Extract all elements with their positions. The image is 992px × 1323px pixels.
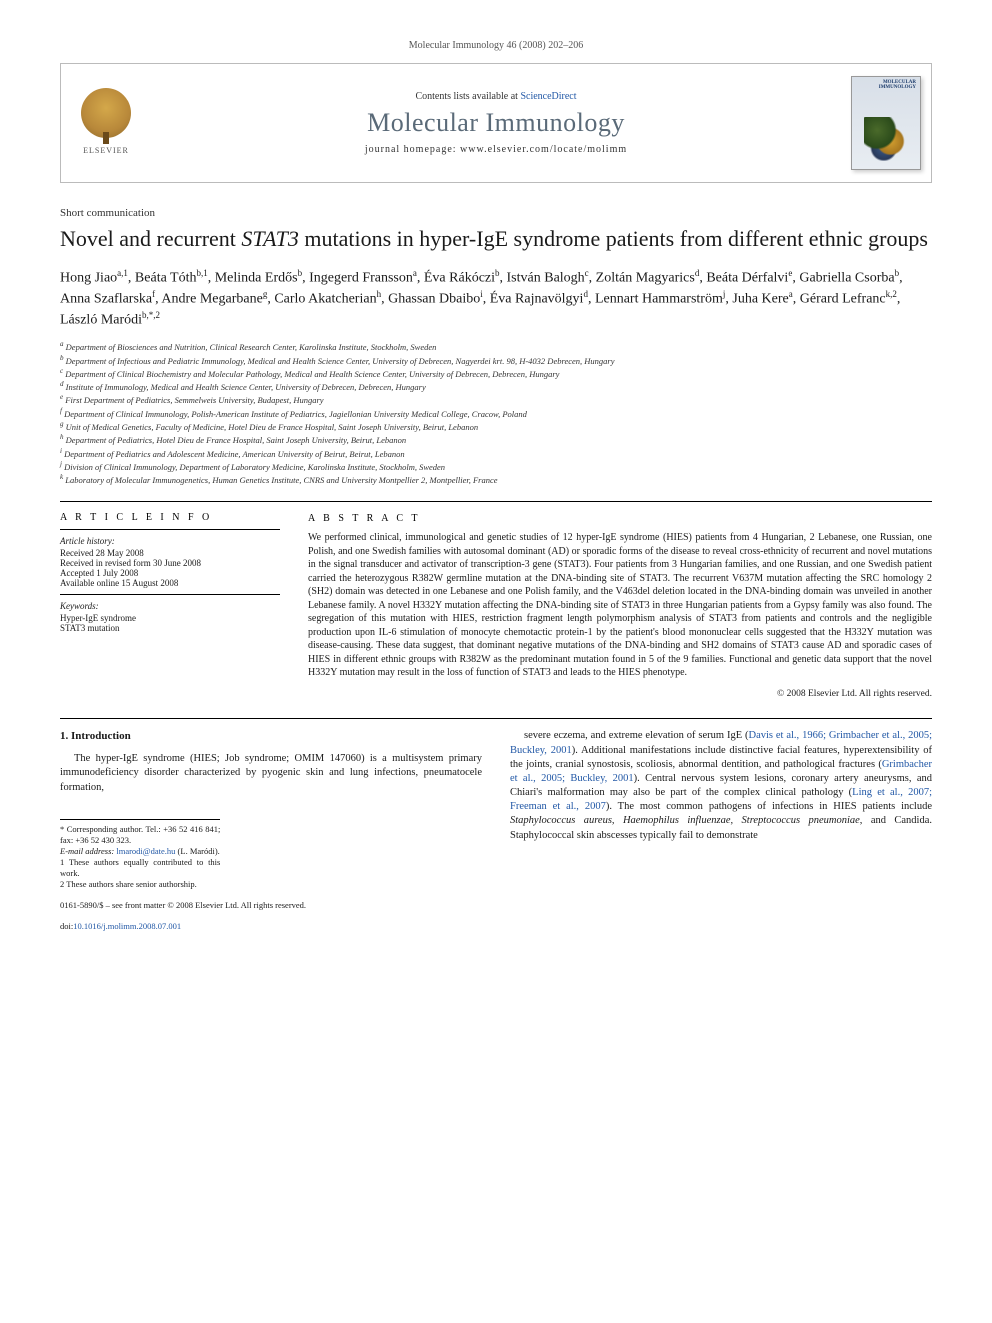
history-accepted: Accepted 1 July 2008	[60, 568, 280, 578]
history-online: Available online 15 August 2008	[60, 578, 280, 588]
keywords-label: Keywords:	[60, 601, 280, 611]
footnotes: * Corresponding author. Tel.: +36 52 416…	[60, 819, 220, 890]
homepage-prefix: journal homepage:	[365, 144, 460, 155]
body-column-left: 1. Introduction The hyper-IgE syndrome (…	[60, 729, 482, 933]
elsevier-logo: ELSEVIER	[76, 88, 136, 158]
body-text: ). The most common pathogens of infectio…	[606, 801, 932, 812]
info-abstract-row: A R T I C L E I N F O Article history: R…	[60, 512, 932, 701]
email-line: E-mail address: lmarodi@date.hu (L. Maró…	[60, 846, 220, 857]
footnote-1: 1 These authors equally contributed to t…	[60, 857, 220, 879]
author-list: Hong Jiaoa,1, Beáta Tóthb,1, Melinda Erd…	[60, 267, 932, 331]
body-paragraph: severe eczema, and extreme elevation of …	[510, 729, 932, 842]
doi-link[interactable]: 10.1016/j.molimm.2008.07.001	[73, 921, 181, 931]
homepage-url: www.elsevier.com/locate/molimm	[460, 144, 627, 155]
affiliation: c Department of Clinical Biochemistry an…	[60, 367, 932, 380]
journal-cover-thumb: MOLECULAR IMMUNOLOGY	[851, 76, 921, 170]
section-title: Introduction	[71, 730, 131, 742]
affiliation: j Division of Clinical Immunology, Depar…	[60, 460, 932, 473]
article-title: Novel and recurrent STAT3 mutations in h…	[60, 225, 932, 253]
contents-prefix: Contents lists available at	[415, 91, 520, 102]
abstract-heading: A B S T R A C T	[308, 512, 932, 526]
section-rule	[60, 718, 932, 719]
cover-cell: MOLECULAR IMMUNOLOGY	[841, 64, 931, 182]
history-label: Article history:	[60, 536, 280, 546]
abstract-text: We performed clinical, immunological and…	[308, 531, 932, 680]
article-info-column: A R T I C L E I N F O Article history: R…	[60, 512, 280, 701]
elsevier-tree-icon	[81, 88, 131, 138]
affiliation: f Department of Clinical Immunology, Pol…	[60, 407, 932, 420]
publisher-name: ELSEVIER	[83, 146, 129, 155]
section-heading: 1. Introduction	[60, 729, 482, 744]
abstract-column: A B S T R A C T We performed clinical, i…	[308, 512, 932, 701]
history-revised: Received in revised form 30 June 2008	[60, 558, 280, 568]
running-head: Molecular Immunology 46 (2008) 202–206	[60, 40, 932, 51]
front-matter-line: 0161-5890/$ – see front matter © 2008 El…	[60, 900, 482, 911]
sciencedirect-link[interactable]: ScienceDirect	[520, 91, 576, 102]
info-rule	[60, 594, 280, 595]
body-text: ). Additional manifestations include dis…	[510, 745, 932, 770]
body-columns: 1. Introduction The hyper-IgE syndrome (…	[60, 729, 932, 933]
affiliation: a Department of Biosciences and Nutritio…	[60, 340, 932, 353]
title-part-2: mutations in hyper-IgE syndrome patients…	[299, 226, 928, 251]
keyword: STAT3 mutation	[60, 623, 280, 633]
footnote-2: 2 These authors share senior authorship.	[60, 879, 220, 890]
body-paragraph: The hyper-IgE syndrome (HIES; Job syndro…	[60, 752, 482, 795]
body-column-right: severe eczema, and extreme elevation of …	[510, 729, 932, 933]
affiliation: e First Department of Pediatrics, Semmel…	[60, 393, 932, 406]
affiliation: h Department of Pediatrics, Hotel Dieu d…	[60, 433, 932, 446]
section-number: 1.	[60, 730, 68, 742]
history-received: Received 28 May 2008	[60, 548, 280, 558]
journal-header-center: Contents lists available at ScienceDirec…	[151, 64, 841, 182]
affiliation: g Unit of Medical Genetics, Faculty of M…	[60, 420, 932, 433]
article-type: Short communication	[60, 207, 932, 219]
title-gene-name: STAT3	[241, 226, 298, 251]
journal-header: ELSEVIER Contents lists available at Sci…	[60, 63, 932, 183]
doi-label: doi:	[60, 921, 73, 931]
email-link[interactable]: lmarodi@date.hu	[116, 846, 175, 856]
info-rule	[60, 529, 280, 530]
section-rule	[60, 501, 932, 502]
journal-title: Molecular Immunology	[367, 108, 625, 138]
corresponding-author: * Corresponding author. Tel.: +36 52 416…	[60, 824, 220, 846]
keyword: Hyper-IgE syndrome	[60, 613, 280, 623]
copyright-line: © 2008 Elsevier Ltd. All rights reserved…	[308, 688, 932, 701]
email-label: E-mail address:	[60, 846, 116, 856]
body-text: severe eczema, and extreme elevation of …	[524, 730, 749, 741]
cover-art-icon	[864, 117, 908, 161]
affiliation: i Department of Pediatrics and Adolescen…	[60, 447, 932, 460]
article-info-heading: A R T I C L E I N F O	[60, 512, 280, 523]
page: Molecular Immunology 46 (2008) 202–206 E…	[0, 0, 992, 973]
affiliation: b Department of Infectious and Pediatric…	[60, 354, 932, 367]
affiliation: k Laboratory of Molecular Immunogenetics…	[60, 473, 932, 486]
affiliation-list: a Department of Biosciences and Nutritio…	[60, 340, 932, 486]
publisher-logo-cell: ELSEVIER	[61, 64, 151, 182]
species-names: Staphylococcus aureus, Haemophilus influ…	[510, 815, 860, 826]
cover-title: MOLECULAR IMMUNOLOGY	[852, 77, 920, 93]
email-suffix: (L. Maródi).	[175, 846, 219, 856]
affiliation: d Institute of Immunology, Medical and H…	[60, 380, 932, 393]
contents-line: Contents lists available at ScienceDirec…	[415, 91, 576, 102]
title-part-1: Novel and recurrent	[60, 226, 241, 251]
doi-line: doi:10.1016/j.molimm.2008.07.001	[60, 921, 482, 932]
homepage-line: journal homepage: www.elsevier.com/locat…	[365, 144, 627, 155]
